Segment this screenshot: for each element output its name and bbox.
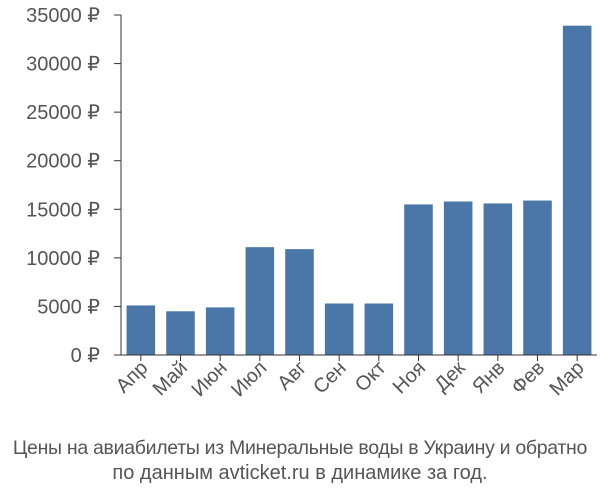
- y-tick-label: 0 ₽: [71, 345, 101, 367]
- x-tick-label: Окт: [351, 357, 390, 396]
- bar-5: [285, 249, 314, 355]
- x-tick-label: Фев: [507, 357, 549, 399]
- bars-group: [126, 25, 592, 355]
- x-tick-label: Ноя: [389, 357, 430, 398]
- bar-10: [483, 203, 513, 355]
- y-tick-label: 10000 ₽: [26, 248, 100, 270]
- x-tick-label: Июн: [188, 357, 232, 401]
- chart-caption-line-1: Цены на авиабилеты из Минеральные воды в…: [12, 437, 588, 459]
- x-tick-label: Янв: [468, 357, 509, 398]
- bar-12: [562, 25, 592, 355]
- y-tick-label: 25000 ₽: [26, 102, 100, 124]
- bar-7: [364, 303, 394, 355]
- x-tick-label: Май: [149, 357, 192, 400]
- bar-4: [245, 247, 275, 355]
- chart-caption-line-2: по данным avticket.ru в динамике за год.: [112, 462, 488, 484]
- y-tick-label: 15000 ₽: [26, 199, 100, 221]
- bar-2: [166, 311, 195, 355]
- bar-11: [523, 200, 552, 355]
- x-tick-label: Июл: [227, 357, 271, 401]
- y-tick-label: 30000 ₽: [26, 54, 100, 76]
- x-tick-label: Дек: [431, 357, 470, 396]
- bar-8: [404, 204, 433, 355]
- y-tick-label: 35000 ₽: [26, 5, 100, 27]
- x-tick-label: Сен: [309, 357, 350, 398]
- bar-9: [443, 201, 473, 355]
- bar-3: [205, 307, 235, 355]
- price-bar-chart: 0 ₽ 5000 ₽ 10000 ₽ 15000 ₽ 20000 ₽ 25000 ₽ 300…: [26, 5, 597, 401]
- bar-1: [126, 305, 156, 355]
- bar-6: [324, 303, 354, 355]
- x-tick-label: Мар: [545, 357, 588, 400]
- x-tick-label: Авг: [273, 357, 311, 395]
- y-tick-label: 5000 ₽: [37, 296, 100, 318]
- y-tick-label: 20000 ₽: [26, 151, 100, 173]
- x-tick-label: Апр: [112, 357, 153, 398]
- y-axis-ticks: 0 ₽ 5000 ₽ 10000 ₽ 15000 ₽ 20000 ₽ 25000 ₽ 300…: [26, 5, 121, 367]
